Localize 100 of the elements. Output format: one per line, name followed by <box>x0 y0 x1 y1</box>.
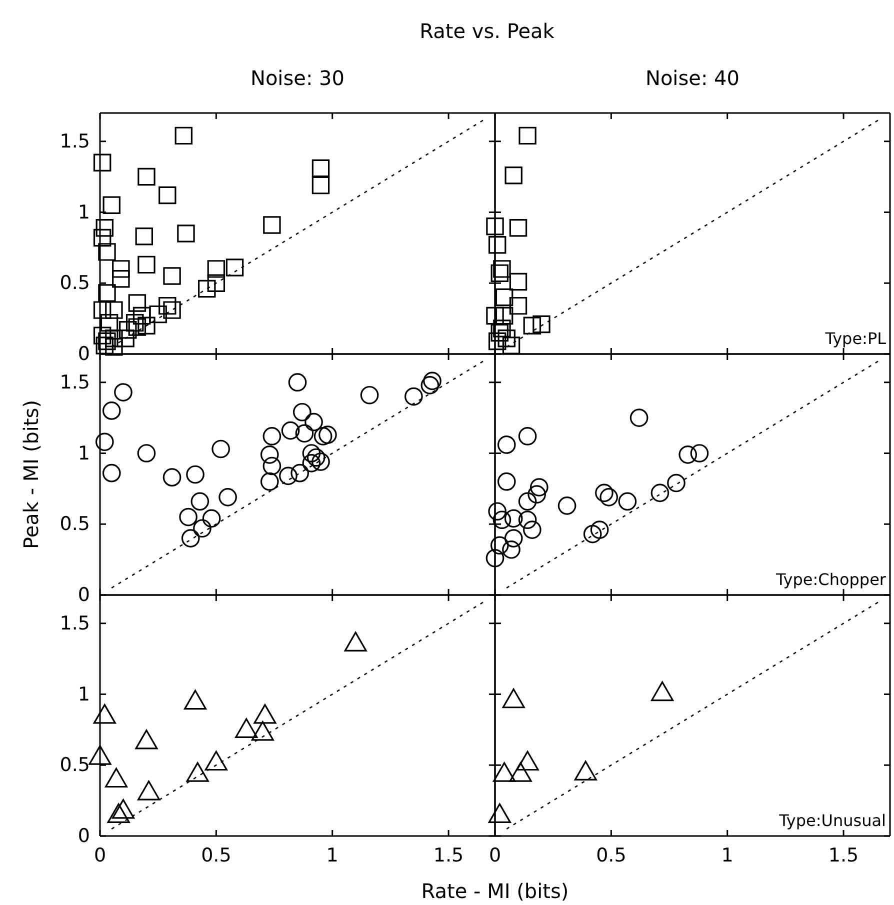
point <box>344 632 367 652</box>
x-tick-label: 1 <box>721 844 734 866</box>
point <box>135 227 154 246</box>
point <box>149 305 167 324</box>
point <box>135 730 158 750</box>
point <box>138 780 160 800</box>
point <box>497 472 516 491</box>
point <box>490 536 509 555</box>
point <box>88 745 112 765</box>
point <box>314 427 332 446</box>
point <box>590 520 609 539</box>
point <box>497 436 516 454</box>
point <box>114 383 132 402</box>
point <box>312 176 330 194</box>
point <box>281 421 300 440</box>
x-tick-label: 0 <box>94 844 106 866</box>
point <box>190 492 210 511</box>
point <box>502 540 520 559</box>
y-tick-label: 1.5 <box>60 612 90 634</box>
point <box>488 502 506 521</box>
point <box>302 454 321 472</box>
x-tick-label: 0 <box>488 844 502 866</box>
point <box>263 216 281 234</box>
point <box>104 768 128 788</box>
point <box>490 264 509 282</box>
point <box>193 519 212 538</box>
point <box>93 228 112 247</box>
point <box>404 387 423 406</box>
point <box>207 260 226 278</box>
point <box>112 799 135 819</box>
point <box>186 465 204 484</box>
point <box>600 488 618 506</box>
point <box>318 426 337 444</box>
point <box>93 326 112 344</box>
y-tick-label: 1 <box>78 683 90 706</box>
point <box>93 154 112 172</box>
point <box>583 524 602 544</box>
point <box>126 314 144 332</box>
point <box>226 258 244 276</box>
point <box>678 446 698 464</box>
annotation: Type:PL <box>824 329 886 348</box>
x-tick-label: 0.5 <box>596 844 626 866</box>
point <box>158 296 176 315</box>
point <box>523 520 542 539</box>
point <box>667 474 686 492</box>
point <box>181 529 200 548</box>
point <box>235 718 258 738</box>
point <box>186 762 209 782</box>
point <box>488 332 506 350</box>
point <box>651 681 674 702</box>
point <box>306 448 326 467</box>
point <box>486 306 504 325</box>
point <box>96 218 114 237</box>
point <box>132 306 151 325</box>
point <box>254 704 276 724</box>
point <box>128 294 146 312</box>
point <box>295 424 314 443</box>
point <box>504 529 523 548</box>
y-tick-label: 0 <box>78 343 90 366</box>
point <box>630 408 648 427</box>
point <box>618 492 637 511</box>
point <box>138 256 156 274</box>
point <box>495 306 514 325</box>
point <box>312 159 330 178</box>
point <box>486 218 504 236</box>
point <box>288 373 307 392</box>
point <box>558 496 576 515</box>
point <box>212 440 230 458</box>
y-tick-label: 1.5 <box>60 371 90 394</box>
point <box>112 260 130 278</box>
point <box>158 186 176 204</box>
point <box>100 314 118 332</box>
annotation: Type:Chopper <box>775 570 886 589</box>
point <box>218 488 237 506</box>
point <box>518 427 537 446</box>
point <box>420 376 440 394</box>
point <box>504 166 522 184</box>
y-tick-label: 0 <box>78 825 90 848</box>
point <box>518 492 537 511</box>
point <box>530 478 548 496</box>
point <box>179 508 198 526</box>
x-tick-label: 1.5 <box>828 844 859 866</box>
point <box>260 446 279 464</box>
x-axis-title: Rate - MI (bits) <box>421 879 569 903</box>
point <box>690 444 709 462</box>
point <box>116 330 134 348</box>
point <box>302 444 321 462</box>
point <box>509 218 528 237</box>
point <box>486 548 504 568</box>
point <box>518 510 537 530</box>
point <box>184 690 207 710</box>
x-tick-label: 0.5 <box>201 844 232 866</box>
point <box>279 466 298 486</box>
point <box>204 750 228 771</box>
annotation: Type:Unusual <box>778 811 886 830</box>
point <box>107 803 130 823</box>
y-tick-label: 0.5 <box>60 272 90 294</box>
point <box>423 372 442 390</box>
x-tick-label: 1.5 <box>433 844 464 866</box>
point <box>102 464 121 482</box>
